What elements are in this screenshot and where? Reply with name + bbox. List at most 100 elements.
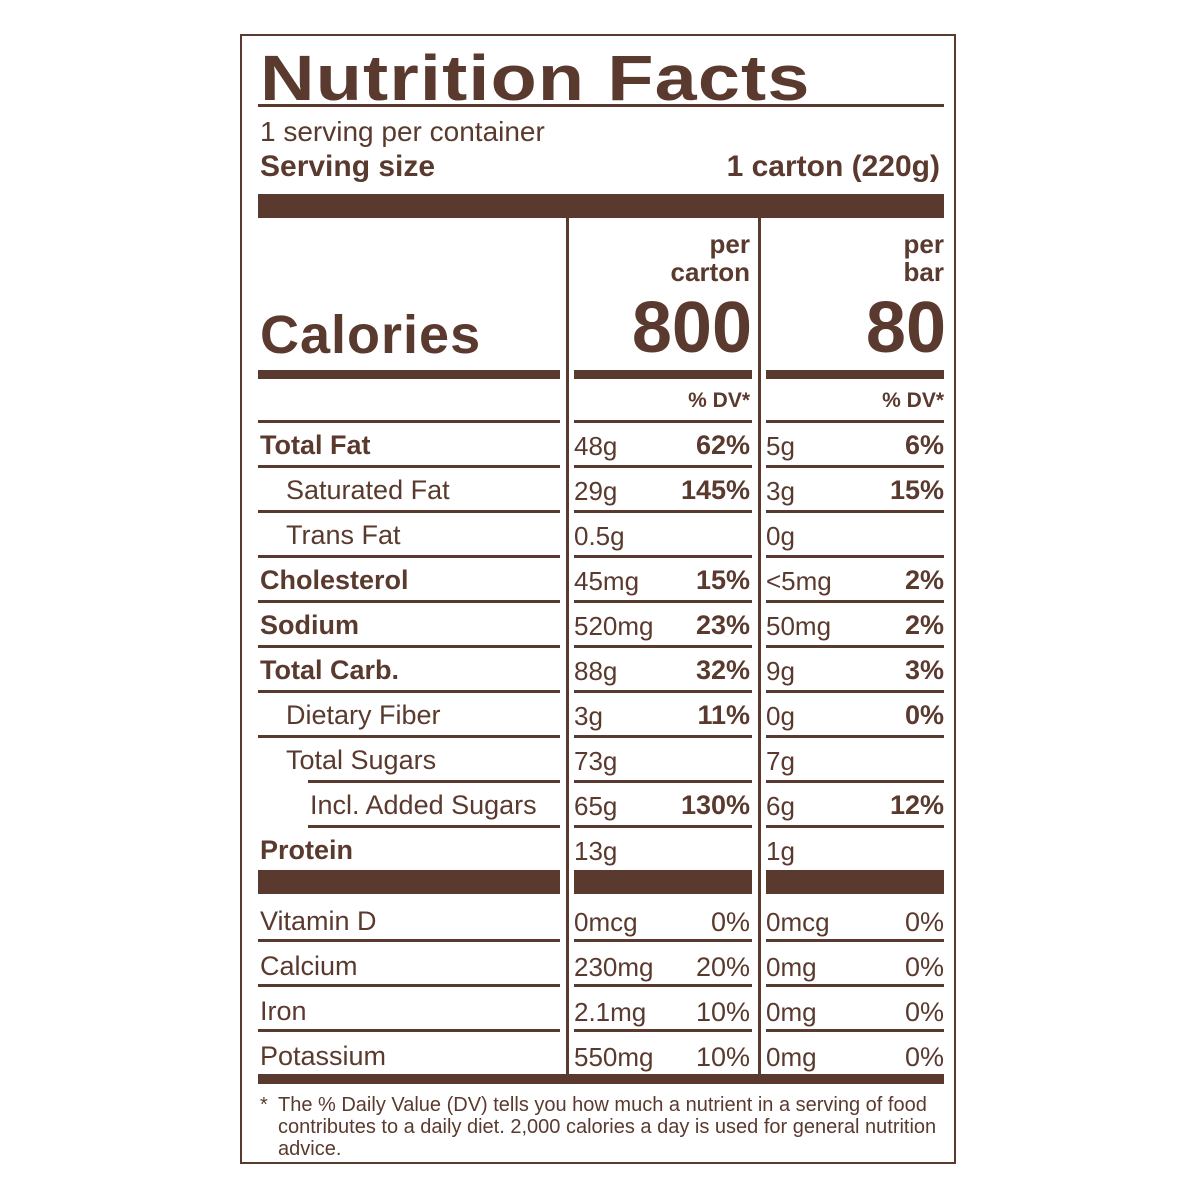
column-header-carton: per carton xyxy=(670,229,750,287)
row-rule xyxy=(574,984,752,987)
footnote-text: The % Daily Value (DV) tells you how muc… xyxy=(278,1094,937,1160)
nutrient-name: Incl. Added Sugars xyxy=(310,790,537,820)
nutrition-facts-label: Nutrition Facts 1 serving per container … xyxy=(240,34,956,1164)
footnote-star: * xyxy=(260,1094,268,1116)
calories-per-carton: 800 xyxy=(631,288,752,368)
row-rule xyxy=(766,465,944,468)
dv-header-rule xyxy=(258,420,560,423)
nutrient-dv: 32% xyxy=(695,655,750,685)
row-rule xyxy=(574,780,752,783)
serving-size-label: Serving size xyxy=(260,150,436,183)
row-rule xyxy=(258,510,560,513)
vitamin-dv: 0% xyxy=(904,907,944,937)
nutrient-amount: 1g xyxy=(766,836,795,866)
nutrient-dv: 15% xyxy=(695,565,750,595)
nutrient-dv: 12% xyxy=(889,790,944,820)
nutrient-name: Cholesterol xyxy=(260,565,409,595)
column-divider-1 xyxy=(566,218,569,1074)
calories-label: Calories xyxy=(260,305,482,365)
row-rule xyxy=(766,984,944,987)
row-rule xyxy=(258,600,560,603)
nutrient-dv: 15% xyxy=(889,475,944,505)
column-divider-2 xyxy=(758,218,761,1074)
row-rule xyxy=(574,555,752,558)
row-rule xyxy=(574,690,752,693)
nutrient-name: Total Fat xyxy=(260,430,371,460)
row-rule xyxy=(766,510,944,513)
row-rule xyxy=(574,465,752,468)
nutrient-name: Total Carb. xyxy=(260,655,400,685)
nutrient-amount: 6g xyxy=(766,791,795,821)
row-rule xyxy=(258,555,560,558)
row-rule xyxy=(574,510,752,513)
nutrient-amount: <5mg xyxy=(766,566,832,596)
row-rule xyxy=(258,984,560,987)
row-rule xyxy=(258,690,560,693)
label-title: Nutrition Facts xyxy=(260,42,811,114)
nutrient-amount: 50mg xyxy=(766,611,832,641)
nutrient-amount: 29g xyxy=(574,476,618,506)
vitamin-amount: 0mcg xyxy=(574,907,638,937)
row-rule xyxy=(574,825,752,828)
title-rule xyxy=(258,104,944,107)
nutrient-amount: 520mg xyxy=(574,611,654,641)
nutrient-amount: 9g xyxy=(766,656,795,686)
nutrient-name: Dietary Fiber xyxy=(286,700,441,730)
row-rule xyxy=(308,780,560,783)
nutrient-amount: 3g xyxy=(574,701,603,731)
nutrient-amount: 0g xyxy=(766,521,795,551)
row-rule xyxy=(766,645,944,648)
dv-header-rule xyxy=(766,420,944,423)
calories-rule-1 xyxy=(258,370,560,379)
calories-rule-3 xyxy=(766,370,944,379)
row-rule xyxy=(574,645,752,648)
nutrient-dv: 6% xyxy=(904,430,944,460)
calories-per-bar: 80 xyxy=(865,288,946,368)
vitamin-amount: 0mcg xyxy=(766,907,830,937)
dv-header-rule xyxy=(574,420,752,423)
nutrient-dv: 0% xyxy=(904,700,944,730)
thick-rule-bottom xyxy=(258,1074,944,1084)
vitamin-dv: 10% xyxy=(695,997,750,1027)
vitamin-amount: 0mg xyxy=(766,952,817,982)
dv-header-bar: % DV* xyxy=(882,389,944,412)
row-rule xyxy=(766,939,944,942)
thick-rule-vitamins-3 xyxy=(766,870,944,894)
vitamin-name: Calcium xyxy=(260,951,358,981)
row-rule xyxy=(766,825,944,828)
nutrient-amount: 5g xyxy=(766,431,795,461)
row-rule xyxy=(258,939,560,942)
nutrient-dv: 2% xyxy=(904,610,944,640)
calories-rule-2 xyxy=(574,370,752,379)
nutrient-amount: 45mg xyxy=(574,566,640,596)
dv-header-carton: % DV* xyxy=(688,389,750,412)
row-rule xyxy=(766,600,944,603)
row-rule xyxy=(574,939,752,942)
vitamin-amount: 230mg xyxy=(574,952,654,982)
nutrient-amount: 13g xyxy=(574,836,618,866)
serving-size-value: 1 carton (220g) xyxy=(726,150,940,183)
nutrient-amount: 7g xyxy=(766,746,795,776)
vitamin-amount: 550mg xyxy=(574,1042,654,1072)
nutrient-name: Trans Fat xyxy=(286,520,401,550)
row-rule xyxy=(308,825,560,828)
vitamin-dv: 20% xyxy=(695,952,750,982)
nutrient-name: Total Sugars xyxy=(286,745,437,775)
nutrient-name: Saturated Fat xyxy=(286,475,450,505)
vitamin-dv: 0% xyxy=(904,952,944,982)
nutrient-amount: 0.5g xyxy=(574,521,625,551)
vitamin-dv: 0% xyxy=(904,997,944,1027)
thick-rule-vitamins-2 xyxy=(574,870,752,894)
nutrient-amount: 73g xyxy=(574,746,618,776)
vitamin-name: Vitamin D xyxy=(260,906,377,936)
nutrient-amount: 3g xyxy=(766,476,795,506)
nutrient-dv: 62% xyxy=(695,430,750,460)
row-rule xyxy=(258,735,560,738)
row-rule xyxy=(766,735,944,738)
nutrient-name: Protein xyxy=(260,835,354,865)
nutrient-amount: 88g xyxy=(574,656,618,686)
nutrient-dv: 130% xyxy=(680,790,750,820)
thick-rule-vitamins-1 xyxy=(258,870,560,894)
vitamin-dv: 10% xyxy=(695,1042,750,1072)
row-rule xyxy=(766,780,944,783)
